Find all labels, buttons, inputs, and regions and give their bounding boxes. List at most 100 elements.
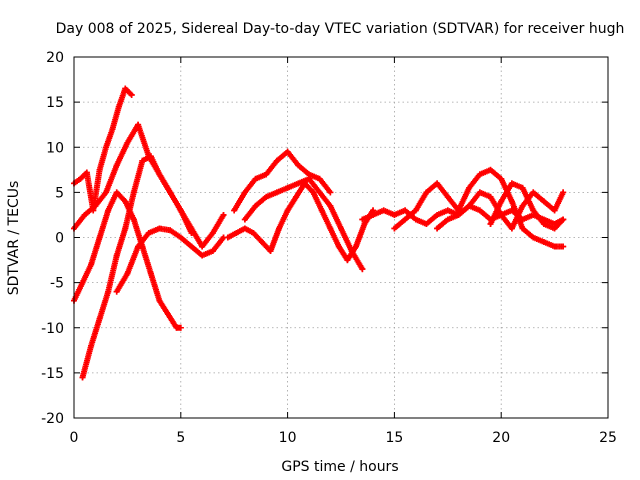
data-point: [263, 171, 270, 178]
data-point: [498, 175, 505, 182]
data-point: [113, 252, 120, 259]
data-point: [188, 229, 195, 236]
data-point: [231, 207, 238, 214]
data-point: [130, 216, 137, 223]
data-point: [327, 189, 334, 196]
data-point: [113, 288, 120, 295]
data-point: [466, 202, 473, 209]
data-point: [124, 139, 131, 146]
data-point: [135, 243, 142, 250]
data-point: [487, 166, 494, 173]
data-point: [352, 243, 359, 250]
data-point: [81, 211, 88, 218]
data-point: [284, 184, 291, 191]
data-point: [83, 169, 90, 176]
data-point: [293, 193, 300, 200]
data-point: [402, 207, 409, 214]
data-point: [88, 261, 95, 268]
data-point: [147, 270, 154, 277]
y-tick-label: 15: [46, 95, 64, 111]
data-point: [105, 288, 112, 295]
data-point: [508, 198, 515, 205]
data-point: [156, 297, 163, 304]
data-point: [301, 180, 308, 187]
data-point: [156, 225, 163, 232]
data-point: [530, 234, 537, 241]
data-point: [402, 216, 409, 223]
data-point: [380, 207, 387, 214]
data-point: [267, 248, 274, 255]
data-point: [540, 198, 547, 205]
data-point: [139, 157, 146, 164]
data-point: [284, 148, 291, 155]
data-point: [122, 85, 129, 92]
data-point: [188, 243, 195, 250]
data-point: [466, 184, 473, 191]
data-point: [145, 229, 152, 236]
data-point: [519, 202, 526, 209]
data-point: [338, 225, 344, 232]
grid: [74, 57, 608, 418]
data-point: [276, 225, 283, 232]
y-tick-label: 0: [55, 231, 64, 247]
data-point: [498, 198, 505, 205]
data-point: [434, 180, 441, 187]
data-point: [122, 225, 129, 232]
data-points: [71, 85, 567, 381]
data-point: [359, 216, 366, 223]
data-point: [177, 207, 184, 214]
data-point: [252, 175, 259, 182]
ticks: 0 5 10 15 20 25 -20 -15 -10 -5 0 5 10 15 20: [41, 50, 617, 446]
data-point: [508, 225, 515, 232]
data-point: [434, 225, 441, 232]
data-point: [233, 229, 240, 236]
data-point: [498, 211, 505, 218]
data-point: [167, 189, 174, 196]
data-point: [359, 266, 366, 273]
data-point: [122, 198, 129, 205]
data-point: [476, 189, 483, 196]
data-point: [444, 207, 451, 214]
data-point: [560, 243, 567, 250]
data-point: [305, 175, 312, 182]
data-point: [156, 171, 163, 178]
data-point: [115, 103, 122, 110]
data-point: [444, 216, 451, 223]
data-point: [551, 225, 558, 232]
data-point: [530, 189, 537, 196]
data-point: [391, 225, 398, 232]
data-point: [177, 234, 184, 241]
data-point: [147, 153, 154, 160]
series-sat-k: [434, 189, 567, 232]
y-axis-label: SDTVAR / TECUs: [6, 181, 22, 296]
x-tick-label: 5: [176, 430, 185, 446]
data-point: [295, 180, 302, 187]
data-point: [327, 202, 334, 209]
data-point: [79, 279, 86, 286]
data-point: [164, 311, 171, 318]
data-point: [530, 207, 537, 214]
data-point: [209, 229, 216, 236]
data-point: [209, 248, 216, 255]
data-point: [560, 216, 567, 223]
data-point: [295, 162, 302, 169]
data-point: [79, 374, 86, 381]
series-sat-j: [391, 166, 567, 250]
data-point: [455, 211, 462, 218]
data-point: [476, 207, 483, 214]
data-point: [318, 207, 325, 214]
y-tick-label: -20: [41, 411, 64, 427]
data-point: [519, 225, 526, 232]
chart-title: Day 008 of 2025, Sidereal Day-to-day VTE…: [56, 21, 625, 37]
x-axis-label: GPS time / hours: [281, 459, 398, 475]
x-tick-label: 20: [492, 430, 510, 446]
series-sat-l: [487, 180, 567, 232]
data-point: [113, 162, 120, 169]
data-point: [273, 189, 280, 196]
x-tick-label: 25: [599, 430, 617, 446]
data-point: [344, 257, 351, 264]
data-point: [105, 207, 112, 214]
data-point: [96, 166, 103, 173]
data-point: [96, 315, 103, 322]
